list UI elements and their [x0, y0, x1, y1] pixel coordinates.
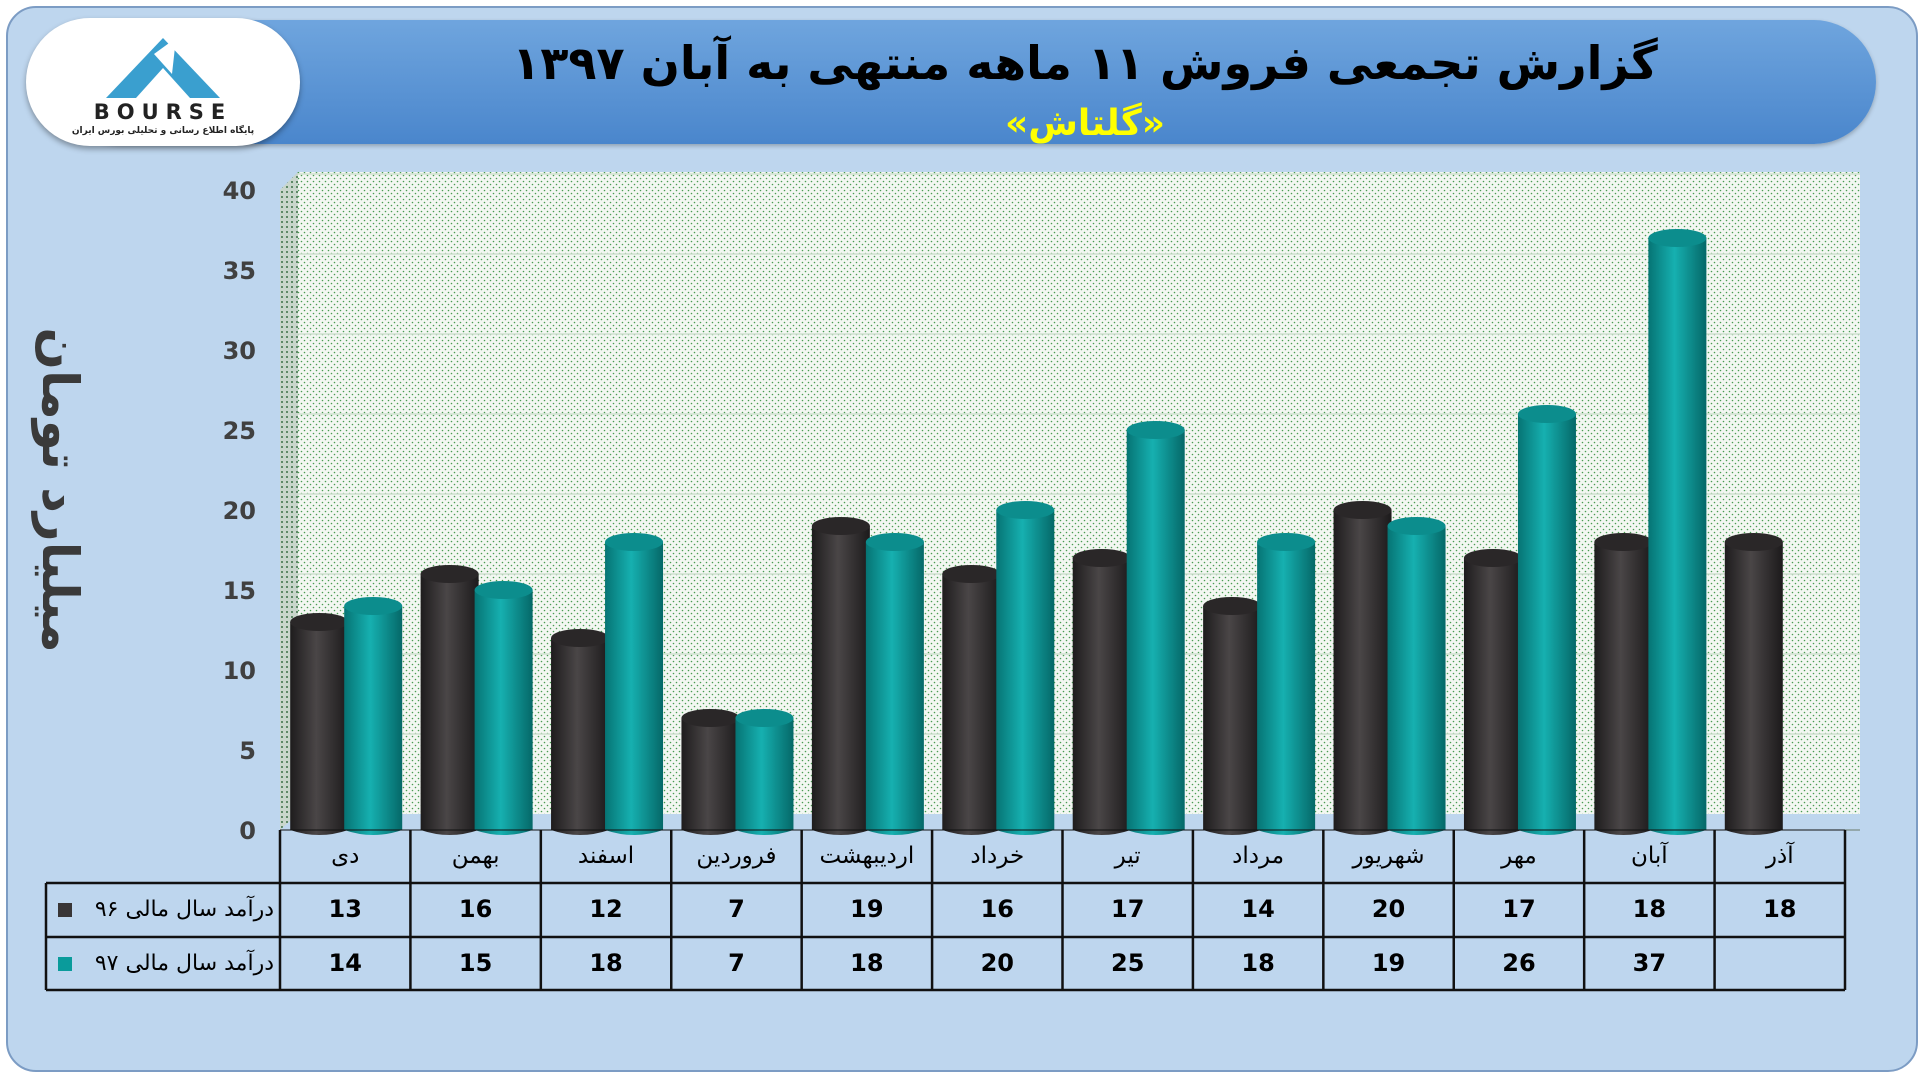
legend-label: درآمد سال مالی ۹۷ [94, 951, 274, 976]
bar-96 [681, 709, 740, 835]
y-tick-label: 5 [239, 737, 256, 765]
bar-97 [1387, 517, 1446, 835]
bar-97 [996, 501, 1055, 835]
logo-triangle-icon [106, 38, 220, 98]
bar-97 [344, 597, 403, 835]
category-label: اسفند [577, 843, 635, 869]
category-label: فروردین [696, 843, 777, 869]
bar-96 [1463, 549, 1522, 835]
y-tick-label: 40 [223, 177, 256, 205]
legend-label: درآمد سال مالی ۹۶ [94, 897, 274, 922]
y-tick-label: 30 [223, 337, 256, 365]
category-label: آذر [1765, 843, 1794, 869]
page-title: گزارش تجمعی فروش ۱۱ ماهه منتهی به آبان ۱… [512, 36, 1658, 90]
bar-96 [811, 517, 870, 835]
bar-97 [1257, 533, 1316, 835]
bar-97 [1126, 421, 1185, 835]
y-tick-label: 35 [223, 257, 256, 285]
category-label: دی [331, 843, 360, 869]
table-value: 13 [328, 895, 362, 923]
table-value: 16 [980, 895, 1014, 923]
bar-96 [1072, 549, 1131, 835]
bar-96 [1724, 533, 1783, 835]
table-value: 12 [589, 895, 623, 923]
bar-96 [420, 565, 479, 835]
table-value: 7 [728, 949, 745, 977]
bourse-logo: BOURSE پایگاه اطلاع رسانی و تحلیلی بورس … [26, 18, 300, 146]
table-value: 16 [458, 895, 493, 923]
company-name: «گلتاش» [1004, 103, 1166, 144]
table-value: 7 [728, 895, 745, 923]
title-banner: گزارش تجمعی فروش ۱۱ ماهه منتهی به آبان ۱… [60, 20, 1876, 144]
category-label: بهمن [451, 843, 500, 869]
bar-97 [1648, 229, 1707, 835]
table-value: 14 [1241, 895, 1275, 923]
table-value: 18 [850, 949, 884, 977]
legend-key [58, 957, 72, 971]
table-value: 15 [458, 949, 493, 977]
category-label: مهر [1501, 843, 1537, 869]
bar-96 [1333, 501, 1392, 835]
bar-97 [1517, 405, 1576, 835]
table-value: 18 [1632, 895, 1667, 923]
legend-key [58, 903, 72, 917]
bar-97 [474, 581, 533, 835]
category-label: خرداد [970, 843, 1025, 869]
logo-caption: پایگاه اطلاع رسانی و تحلیلی بورس ایران [71, 126, 255, 136]
table-value: 20 [980, 949, 1014, 977]
table-value: 20 [1371, 895, 1406, 923]
table-value: 19 [850, 895, 884, 923]
category-label: مرداد [1232, 843, 1285, 869]
bar-96 [1594, 533, 1653, 835]
table-value: 25 [1111, 949, 1145, 977]
table-value: 37 [1632, 949, 1667, 977]
table-value: 14 [328, 949, 362, 977]
bar-97 [605, 533, 664, 835]
category-label: اردیبهشت [819, 843, 915, 869]
category-label: شهریور [1352, 843, 1425, 869]
bar-97 [865, 533, 924, 835]
y-tick-label: 0 [239, 817, 256, 845]
table-value: 18 [1763, 895, 1797, 923]
table-value: 19 [1371, 949, 1406, 977]
y-tick-label: 10 [223, 657, 256, 685]
category-label: تیر [1114, 843, 1141, 869]
table-value: 18 [589, 949, 623, 977]
table-value: 26 [1502, 949, 1536, 977]
y-tick-label: 25 [223, 417, 256, 445]
logo-word: BOURSE [93, 100, 233, 124]
table-value: 17 [1111, 895, 1145, 923]
bar-96 [551, 629, 610, 835]
category-label: آبان [1631, 843, 1668, 869]
y-tick-label: 15 [223, 577, 256, 605]
y-tick-label: 20 [223, 497, 256, 525]
table-value: 17 [1502, 895, 1536, 923]
bar-97 [735, 709, 794, 835]
bar-96 [942, 565, 1001, 835]
bar-96 [290, 613, 349, 835]
bar-96 [1203, 597, 1262, 835]
table-value: 18 [1241, 949, 1275, 977]
